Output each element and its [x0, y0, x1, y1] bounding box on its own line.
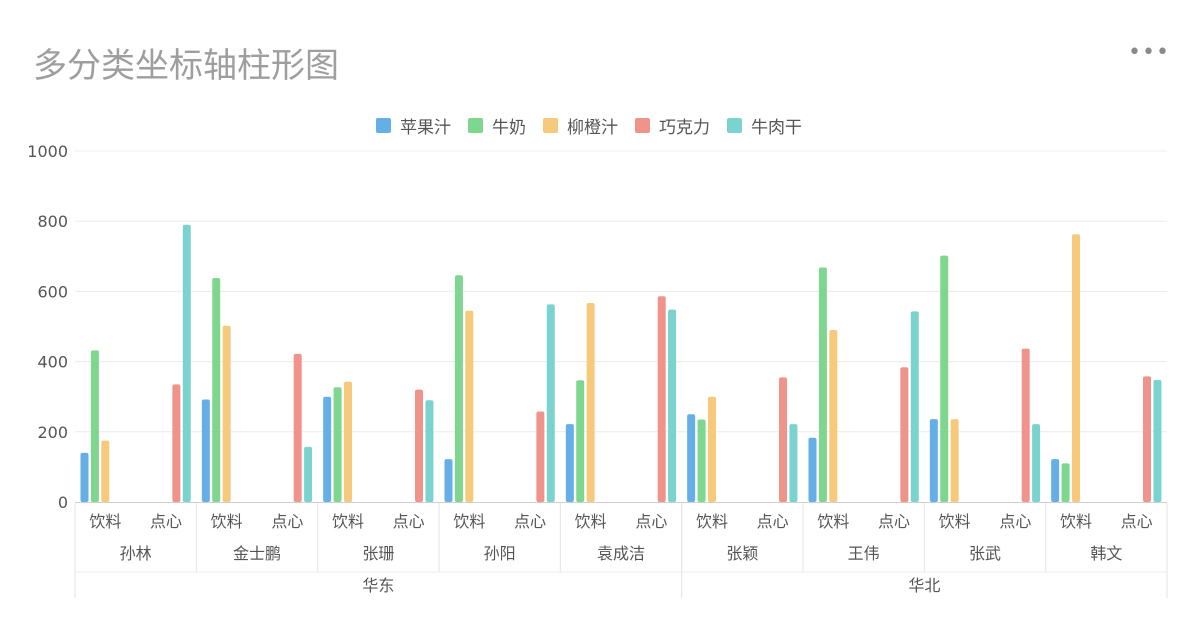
bar[interactable] [586, 302, 595, 502]
x-region-label: 华北 [908, 576, 940, 595]
x-category-label: 点心 [635, 512, 667, 531]
x-region-label: 华东 [362, 576, 394, 595]
bar[interactable] [829, 330, 838, 502]
bar[interactable] [940, 255, 949, 502]
bar[interactable] [576, 380, 585, 502]
bar[interactable] [536, 411, 545, 502]
bar[interactable] [454, 275, 463, 502]
bar[interactable] [323, 396, 332, 502]
legend-item[interactable]: 巧克力 [635, 113, 710, 138]
legend-item[interactable]: 柳橙汁 [543, 113, 618, 138]
x-category-label: 点心 [757, 512, 789, 531]
x-category-label: 饮料 [696, 512, 728, 531]
bar[interactable] [182, 224, 191, 502]
legend-label: 牛奶 [492, 117, 526, 138]
x-category-label: 饮料 [1060, 512, 1092, 531]
x-category-label: 点心 [150, 512, 182, 531]
y-tick-label: 400 [37, 353, 68, 372]
bar[interactable] [950, 419, 959, 502]
x-category-label: 饮料 [211, 512, 243, 531]
bar[interactable] [668, 309, 677, 502]
x-category-label: 点心 [878, 512, 910, 531]
legend-item[interactable]: 苹果汁 [376, 113, 451, 138]
x-person-label: 韩文 [1090, 544, 1122, 563]
x-person-label: 王伟 [848, 544, 880, 563]
bar[interactable] [304, 446, 313, 502]
x-category-label: 饮料 [817, 512, 849, 531]
bar[interactable] [779, 377, 788, 502]
x-person-label: 张武 [969, 544, 1001, 563]
x-category-label: 饮料 [89, 512, 121, 531]
bar[interactable] [222, 325, 231, 502]
x-person-label: 金士鹏 [233, 544, 281, 563]
legend-label: 柳橙汁 [567, 117, 618, 138]
legend-label: 巧克力 [659, 117, 710, 138]
x-person-label: 张珊 [362, 544, 394, 563]
bar[interactable] [910, 311, 919, 502]
bar[interactable] [657, 296, 666, 502]
bar[interactable] [293, 353, 302, 502]
chart-legend: 苹果汁 牛奶 柳橙汁 巧克力 牛肉干 [376, 113, 819, 138]
bar[interactable] [929, 419, 938, 502]
x-category-label: 饮料 [939, 512, 971, 531]
bar[interactable] [1061, 463, 1070, 502]
x-person-label: 孙林 [120, 544, 152, 563]
x-category-label: 饮料 [453, 512, 485, 531]
bar[interactable] [415, 389, 424, 502]
legend-swatch [635, 117, 650, 133]
bar[interactable] [1143, 376, 1152, 502]
bar[interactable] [697, 419, 706, 502]
bar[interactable] [1051, 459, 1060, 502]
legend-swatch [376, 117, 391, 133]
y-tick-label: 200 [37, 423, 68, 442]
legend-label: 牛肉干 [751, 117, 802, 138]
y-tick-label: 1000 [27, 142, 68, 161]
bar[interactable] [1153, 379, 1162, 502]
bar[interactable] [425, 400, 434, 502]
bar[interactable] [465, 310, 474, 502]
legend-item[interactable]: 牛奶 [468, 113, 526, 138]
x-category-label: 点心 [393, 512, 425, 531]
bar[interactable] [565, 424, 574, 502]
legend-swatch [727, 117, 742, 133]
bar[interactable] [212, 278, 221, 502]
x-category-label: 点心 [1121, 512, 1153, 531]
bar[interactable] [333, 387, 342, 502]
bar[interactable] [172, 384, 181, 502]
legend-swatch [543, 117, 558, 133]
bar[interactable] [1071, 234, 1080, 502]
bar[interactable] [80, 452, 89, 502]
x-category-label: 饮料 [332, 512, 364, 531]
bar[interactable] [546, 304, 555, 502]
x-person-label: 袁成洁 [597, 544, 645, 563]
x-person-label: 孙阳 [484, 544, 516, 563]
legend-item[interactable]: 牛肉干 [727, 113, 802, 138]
legend-swatch [468, 117, 483, 133]
legend-label: 苹果汁 [400, 117, 451, 138]
more-horizontal-icon[interactable]: ••• [1128, 40, 1170, 65]
bar[interactable] [707, 396, 716, 502]
bar[interactable] [687, 414, 696, 502]
y-tick-label: 600 [37, 282, 68, 301]
bar[interactable] [1032, 424, 1041, 502]
bar[interactable] [789, 424, 798, 502]
bar[interactable] [101, 440, 110, 502]
x-category-label: 点心 [999, 512, 1031, 531]
bar[interactable] [1021, 348, 1030, 502]
bar[interactable] [444, 459, 453, 502]
bar[interactable] [201, 399, 210, 502]
x-category-label: 点心 [271, 512, 303, 531]
bar[interactable] [808, 437, 817, 502]
x-category-label: 饮料 [575, 512, 607, 531]
bar[interactable] [900, 367, 909, 502]
chart-title: 多分类坐标轴柱形图 [33, 46, 339, 86]
bar[interactable] [90, 350, 99, 502]
x-category-label: 点心 [514, 512, 546, 531]
x-person-label: 张颖 [726, 544, 758, 563]
y-tick-label: 800 [37, 212, 68, 231]
bar[interactable] [818, 267, 827, 502]
bar[interactable] [343, 381, 352, 502]
y-tick-label: 0 [58, 493, 68, 512]
